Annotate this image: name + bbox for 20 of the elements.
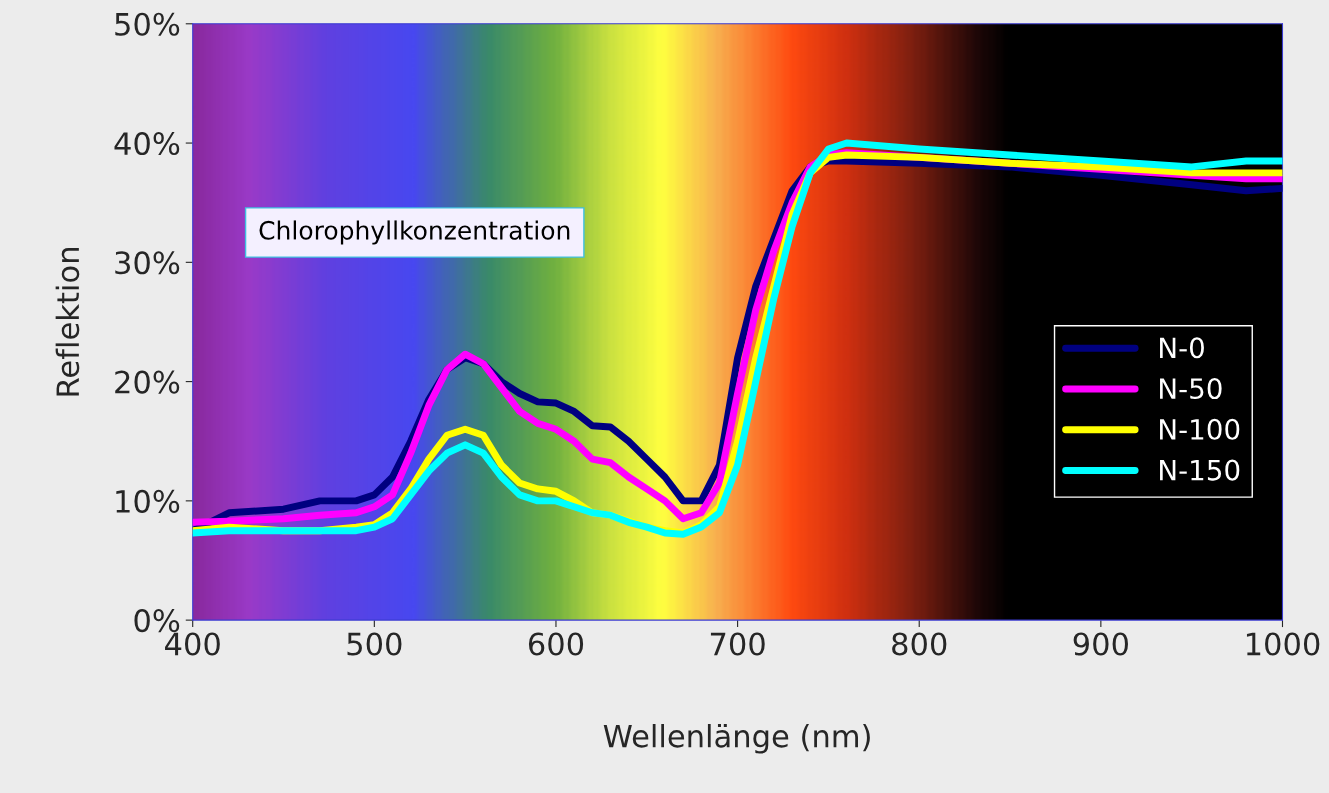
x-tick-label: 500 — [347, 632, 402, 656]
x-tick-label: 900 — [1073, 632, 1128, 656]
x-tick-label: 700 — [710, 632, 765, 656]
x-tick-label: 400 — [165, 632, 220, 656]
legend-label: N-50 — [1160, 378, 1222, 400]
y-tick-label: 0% — [134, 609, 180, 633]
y-tick-label: 30% — [115, 251, 180, 275]
y-tick-label: 10% — [116, 489, 180, 513]
legend-label: N-100 — [1160, 418, 1240, 440]
x-tick-label: 800 — [892, 632, 947, 656]
y-tick-label: 40% — [114, 131, 180, 156]
x-tick-label: 600 — [528, 632, 584, 656]
legend-label: N-0 — [1160, 337, 1204, 359]
y-tick-label: 50% — [115, 12, 180, 36]
annotation: Chlorophyllkonzentration — [259, 220, 570, 245]
legend-label: N-150 — [1160, 459, 1240, 481]
y-tick-label: 20% — [115, 370, 180, 394]
x-axis-title: Wellenlänge (nm) — [603, 724, 870, 754]
x-tick-label: 1000 — [1246, 632, 1320, 656]
y-axis-title: Reflektion — [55, 248, 80, 396]
